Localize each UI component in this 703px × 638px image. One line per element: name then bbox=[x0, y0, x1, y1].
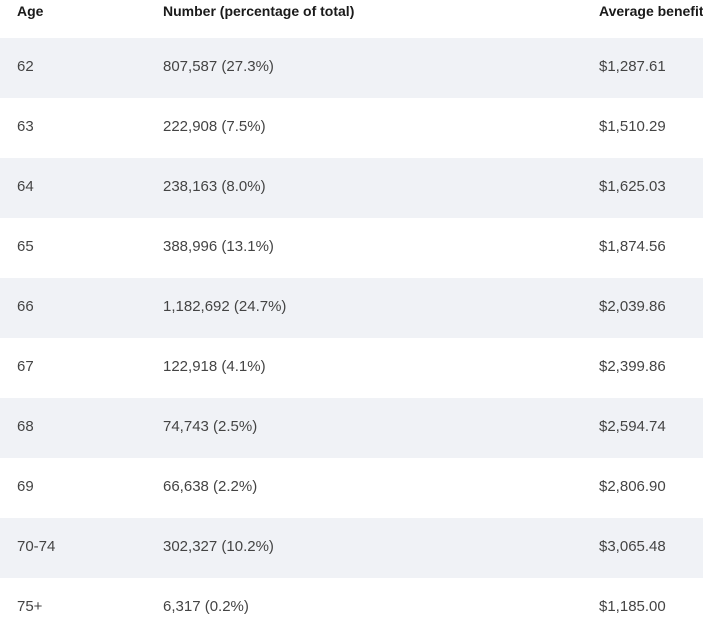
cell-average-benefit: $1,287.61 bbox=[599, 58, 666, 75]
cell-number: 66,638 (2.2%) bbox=[163, 478, 258, 495]
cell-age: 66 bbox=[17, 298, 34, 315]
table-row: 68 74,743 (2.5%) $2,594.74 bbox=[0, 398, 703, 458]
cell-number: 1,182,692 (24.7%) bbox=[163, 298, 287, 315]
cell-average-benefit: $2,399.86 bbox=[599, 358, 666, 375]
header-age: Age bbox=[17, 3, 44, 19]
cell-number: 388,996 (13.1%) bbox=[163, 238, 274, 255]
cell-age: 64 bbox=[17, 178, 34, 195]
cell-age: 65 bbox=[17, 238, 34, 255]
header-number: Number (percentage of total) bbox=[163, 3, 355, 19]
cell-age: 68 bbox=[17, 418, 34, 435]
cell-average-benefit: $1,510.29 bbox=[599, 118, 666, 135]
cell-number: 122,918 (4.1%) bbox=[163, 358, 266, 375]
table-row: 69 66,638 (2.2%) $2,806.90 bbox=[0, 458, 703, 518]
header-average-benefit: Average benefit bbox=[599, 3, 703, 19]
cell-number: 222,908 (7.5%) bbox=[163, 118, 266, 135]
cell-number: 302,327 (10.2%) bbox=[163, 538, 274, 555]
cell-age: 67 bbox=[17, 358, 34, 375]
table-row: 62 807,587 (27.3%) $1,287.61 bbox=[0, 38, 703, 98]
cell-number: 807,587 (27.3%) bbox=[163, 58, 274, 75]
table-header-row: Age Number (percentage of total) Average… bbox=[0, 0, 703, 38]
table-row: 65 388,996 (13.1%) $1,874.56 bbox=[0, 218, 703, 278]
cell-age: 70-74 bbox=[17, 538, 56, 555]
table-row: 63 222,908 (7.5%) $1,510.29 bbox=[0, 98, 703, 158]
cell-age: 63 bbox=[17, 118, 34, 135]
cell-average-benefit: $1,625.03 bbox=[599, 178, 666, 195]
cell-average-benefit: $2,039.86 bbox=[599, 298, 666, 315]
table-row: 66 1,182,692 (24.7%) $2,039.86 bbox=[0, 278, 703, 338]
cell-number: 74,743 (2.5%) bbox=[163, 418, 258, 435]
cell-average-benefit: $2,806.90 bbox=[599, 478, 666, 495]
table-row: 64 238,163 (8.0%) $1,625.03 bbox=[0, 158, 703, 218]
cell-number: 6,317 (0.2%) bbox=[163, 598, 249, 615]
cell-age: 69 bbox=[17, 478, 34, 495]
cell-average-benefit: $2,594.74 bbox=[599, 418, 666, 435]
table-row: 67 122,918 (4.1%) $2,399.86 bbox=[0, 338, 703, 398]
cell-average-benefit: $1,874.56 bbox=[599, 238, 666, 255]
cell-number: 238,163 (8.0%) bbox=[163, 178, 266, 195]
table-row: 70-74 302,327 (10.2%) $3,065.48 bbox=[0, 518, 703, 578]
cell-age: 75+ bbox=[17, 598, 43, 615]
table-row: 75+ 6,317 (0.2%) $1,185.00 bbox=[0, 578, 703, 638]
cell-average-benefit: $3,065.48 bbox=[599, 538, 666, 555]
cell-age: 62 bbox=[17, 58, 34, 75]
cell-average-benefit: $1,185.00 bbox=[599, 598, 666, 615]
